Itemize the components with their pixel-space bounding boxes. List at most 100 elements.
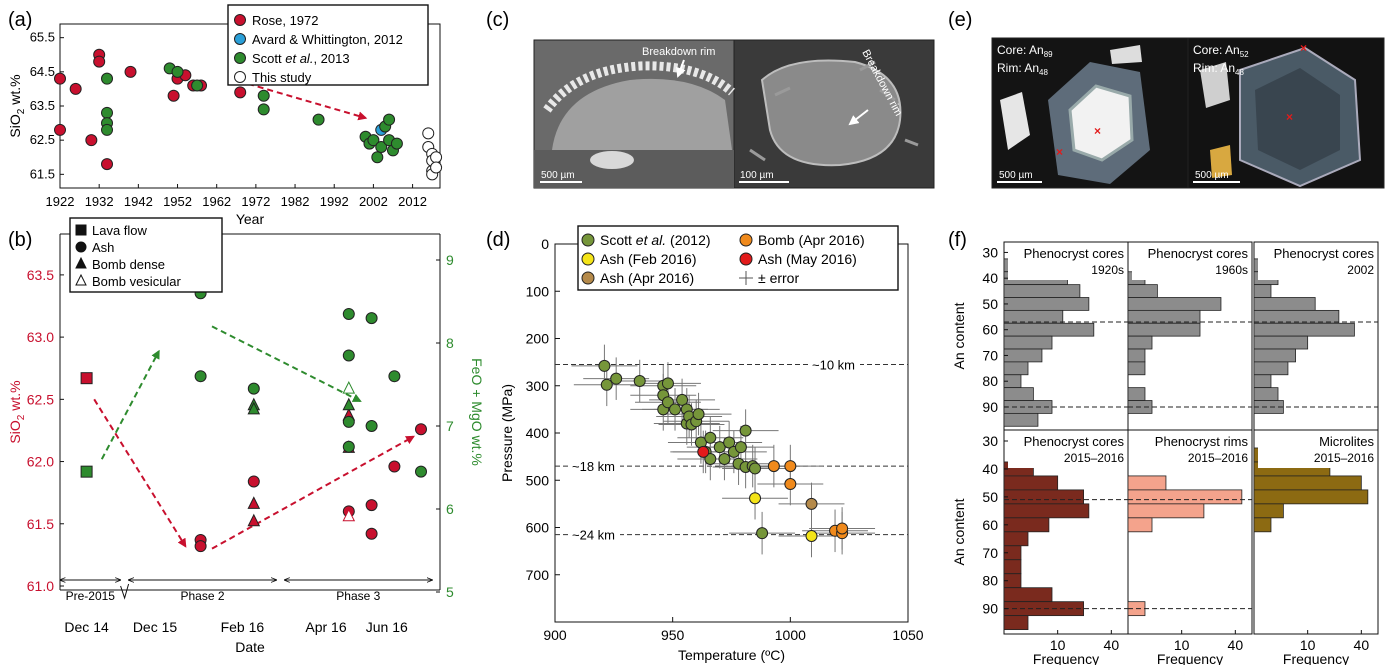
d-point	[610, 372, 623, 385]
a-x-tick-label: 2012	[398, 194, 427, 209]
f-subplot-title: Phenocryst cores	[1274, 246, 1375, 261]
b-legend-marker	[75, 241, 87, 253]
f-title-bg	[1132, 244, 1250, 280]
e-right-rim-sub: 48	[1235, 68, 1244, 77]
a-legend-label-part: Scott	[252, 51, 285, 66]
d-y-tick-label: 200	[526, 331, 550, 347]
e-right-scale: 500 µm	[1195, 170, 1229, 181]
d-legend-label: Ash (Apr 2016)	[600, 270, 694, 286]
f-bar	[1253, 503, 1284, 519]
d-legend-label-part: Scott	[600, 232, 636, 248]
a-point	[383, 113, 396, 126]
e-cross-3: ×	[1300, 41, 1307, 55]
a-y-tick-label: 63.5	[30, 98, 55, 113]
f-subplot-title: Phenocryst cores	[1024, 246, 1125, 261]
f-bar	[1003, 348, 1043, 363]
d-point	[692, 408, 705, 421]
f-x-tick-label: 10	[1050, 637, 1066, 653]
f-bar	[1003, 503, 1090, 519]
d-y-tick-label: 0	[541, 236, 549, 252]
a-point	[101, 106, 114, 119]
b-y-left-tick-label: 63.0	[27, 329, 54, 345]
a-point	[375, 141, 388, 153]
d-y-tick-label: 100	[526, 283, 550, 299]
f-bar	[1253, 361, 1289, 376]
b-legend-marker	[75, 224, 87, 236]
a-point	[257, 89, 270, 102]
f-x-axis-label: Frequency	[1033, 651, 1099, 665]
f-bar	[1253, 297, 1316, 311]
f-bar	[1003, 517, 1050, 533]
d-depth-label: ~18 km	[572, 459, 615, 474]
b-trend-arrow	[100, 349, 160, 460]
a-trend-arrow	[247, 82, 368, 121]
f-y-tick-label: 70	[982, 347, 998, 363]
b-point	[247, 475, 260, 488]
a-point	[93, 55, 106, 68]
a-x-tick-label: 1972	[241, 194, 270, 209]
f-x-tick-label: 10	[1174, 637, 1190, 653]
e-right-core: Core: An	[1193, 43, 1240, 57]
f-subplot-title: Phenocryst cores	[1024, 434, 1125, 449]
f-y-axis-label: An content	[951, 498, 967, 565]
f-subplot-subtitle: 1920s	[1091, 263, 1124, 277]
b-point	[342, 508, 356, 522]
a-legend-marker	[234, 33, 246, 45]
b-y-right-axis-label: FeO + MgO wt.%	[469, 358, 485, 466]
d-plot-frame	[554, 243, 909, 623]
a-x-tick-label: 1962	[202, 194, 231, 209]
d-legend-marker	[581, 271, 595, 285]
b-y-left-tick-label: 61.5	[27, 516, 54, 532]
f-y-tick-label: 30	[982, 433, 998, 449]
d-x-tick-label: 1000	[775, 627, 806, 643]
b-point	[342, 415, 355, 428]
d-point	[598, 359, 611, 372]
f-bar	[1003, 412, 1039, 427]
f-y-tick-label: 60	[982, 322, 998, 338]
f-bar	[1253, 475, 1362, 491]
b-x-tick-label: Dec 15	[133, 619, 178, 635]
f-bar	[1127, 335, 1153, 350]
panel-label-a: (a)	[8, 9, 32, 31]
b-y-left-axis-label: SiO2 wt.%	[7, 380, 27, 443]
b-y-left-tick-label: 62.5	[27, 391, 54, 407]
d-point	[784, 478, 797, 491]
d-legend-box	[577, 225, 899, 291]
d-depth-label-bg	[570, 525, 620, 542]
chart-b: 61.0 61.5 62.0 62.5 63.0 63.5 5 6 7 8 9 SiO2 wt.% Fe…	[7, 217, 485, 655]
f-subplot-title: Microlites	[1319, 434, 1374, 449]
b-point	[342, 349, 355, 362]
b-y-right-tick-label: 9	[446, 252, 454, 268]
a-legend-marker	[234, 71, 246, 83]
micrograph-e: × × × × Core: An89 Rim: An48 500 µm Core…	[991, 37, 1385, 189]
b-trend-arrow	[211, 435, 415, 550]
e-cross-2: ×	[1094, 124, 1101, 138]
b-phase-label: Pre-2015	[66, 589, 116, 603]
d-legend-label: ± error	[758, 270, 799, 286]
a-legend-label: This study	[252, 70, 312, 85]
f-title-bg	[1258, 244, 1376, 280]
f-subplot-subtitle: 2015–2016	[1064, 451, 1124, 465]
d-point	[718, 452, 731, 465]
a-legend-label-part: et al.	[285, 51, 313, 66]
chart-a: 1922 1932 1942 1952 1962 1972 1982 1992 2002 2012…	[7, 4, 443, 227]
a-x-tick-label: 1942	[124, 194, 153, 209]
a-legend-label: Scott et al., 2013	[252, 51, 350, 66]
e-left-labels: Core: An89 Rim: An48 500 µm	[997, 43, 1053, 181]
d-point	[704, 431, 717, 444]
f-y-tick-label: 40	[982, 461, 998, 477]
f-subplot-subtitle: 1960s	[1215, 263, 1248, 277]
f-y-tick-label: 50	[982, 489, 998, 505]
d-depth-label-bg	[810, 355, 860, 372]
b-y-left-tick-label: 61.0	[27, 578, 54, 594]
a-legend-label: Avard & Whittington, 2012	[252, 32, 403, 47]
e-right-labels: Core: An52 Rim: An48 500 µm	[1193, 43, 1249, 181]
a-point	[430, 151, 443, 164]
b-y-right-tick-label: 7	[446, 418, 454, 434]
d-x-axis-label: Temperature (ºC)	[678, 647, 785, 663]
d-point	[739, 424, 752, 437]
f-bar	[1127, 517, 1153, 533]
f-bar	[1003, 335, 1053, 350]
d-y-tick-label: 300	[526, 378, 550, 394]
b-point	[342, 440, 355, 453]
